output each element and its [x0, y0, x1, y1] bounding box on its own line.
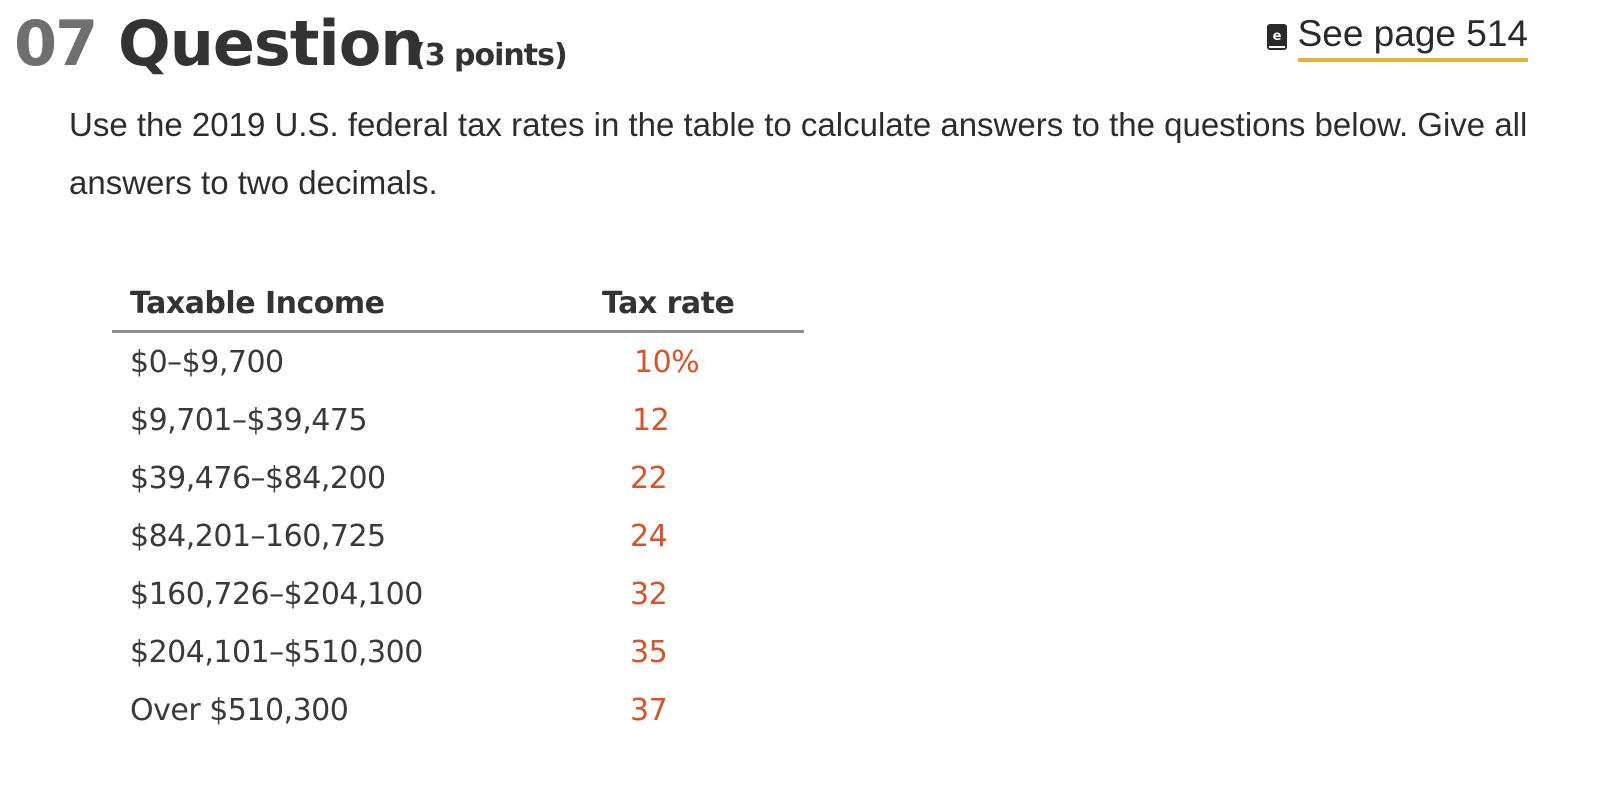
tax-rate-table: Taxable Income Tax rate $0–$9,700 10% $9… [112, 276, 804, 739]
column-header-taxable-income: Taxable Income [112, 276, 602, 333]
income-cell: $160,726–$204,100 [130, 576, 423, 612]
rate-cell: 10% [602, 332, 804, 392]
income-cell: $84,201–160,725 [130, 518, 386, 554]
income-cell: $0–$9,700 [130, 344, 284, 380]
rate-cell: 22 [602, 449, 804, 507]
rate-value: 24 [630, 518, 668, 554]
see-page-reference[interactable]: e See page 514 [1266, 12, 1528, 62]
table-row: $84,201–160,725 24 [112, 507, 804, 565]
question-points: (3 points) [412, 38, 568, 73]
table-header-row: Taxable Income Tax rate [112, 276, 804, 333]
table-row: $160,726–$204,100 32 [112, 565, 804, 623]
rate-value: 37 [630, 692, 668, 728]
rate-value: 12 [632, 402, 670, 438]
question-number: 07 [14, 7, 98, 80]
income-cell: $204,101–$510,300 [130, 634, 423, 670]
ebook-icon: e [1266, 23, 1288, 51]
income-cell: $39,476–$84,200 [130, 460, 386, 496]
income-cell: $9,701–$39,475 [130, 402, 368, 438]
question-header: 07 Question (3 points) e See page 514 [14, 6, 1528, 86]
question-title: Question [118, 7, 424, 80]
rate-cell: 12 [602, 391, 804, 449]
table-row: Over $510,300 37 [112, 681, 804, 739]
rate-cell: 35 [602, 623, 804, 681]
income-cell: Over $510,300 [130, 692, 349, 728]
see-page-link[interactable]: See page 514 [1297, 12, 1528, 62]
rate-cell: 32 [602, 565, 804, 623]
rate-value: 32 [630, 576, 668, 612]
table-row: $204,101–$510,300 35 [112, 623, 804, 681]
table-row: $9,701–$39,475 12 [112, 391, 804, 449]
rate-value: 22 [630, 460, 668, 496]
table-row: $39,476–$84,200 22 [112, 449, 804, 507]
column-header-tax-rate: Tax rate [602, 276, 804, 333]
table-row: $0–$9,700 10% [112, 332, 804, 392]
rate-value: 10% [634, 344, 700, 380]
question-instructions: Use the 2019 U.S. federal tax rates in t… [69, 106, 1528, 201]
rate-cell: 24 [602, 507, 804, 565]
svg-text:e: e [1272, 29, 1281, 44]
rate-cell: 37 [602, 681, 804, 739]
rate-value: 35 [630, 634, 668, 670]
